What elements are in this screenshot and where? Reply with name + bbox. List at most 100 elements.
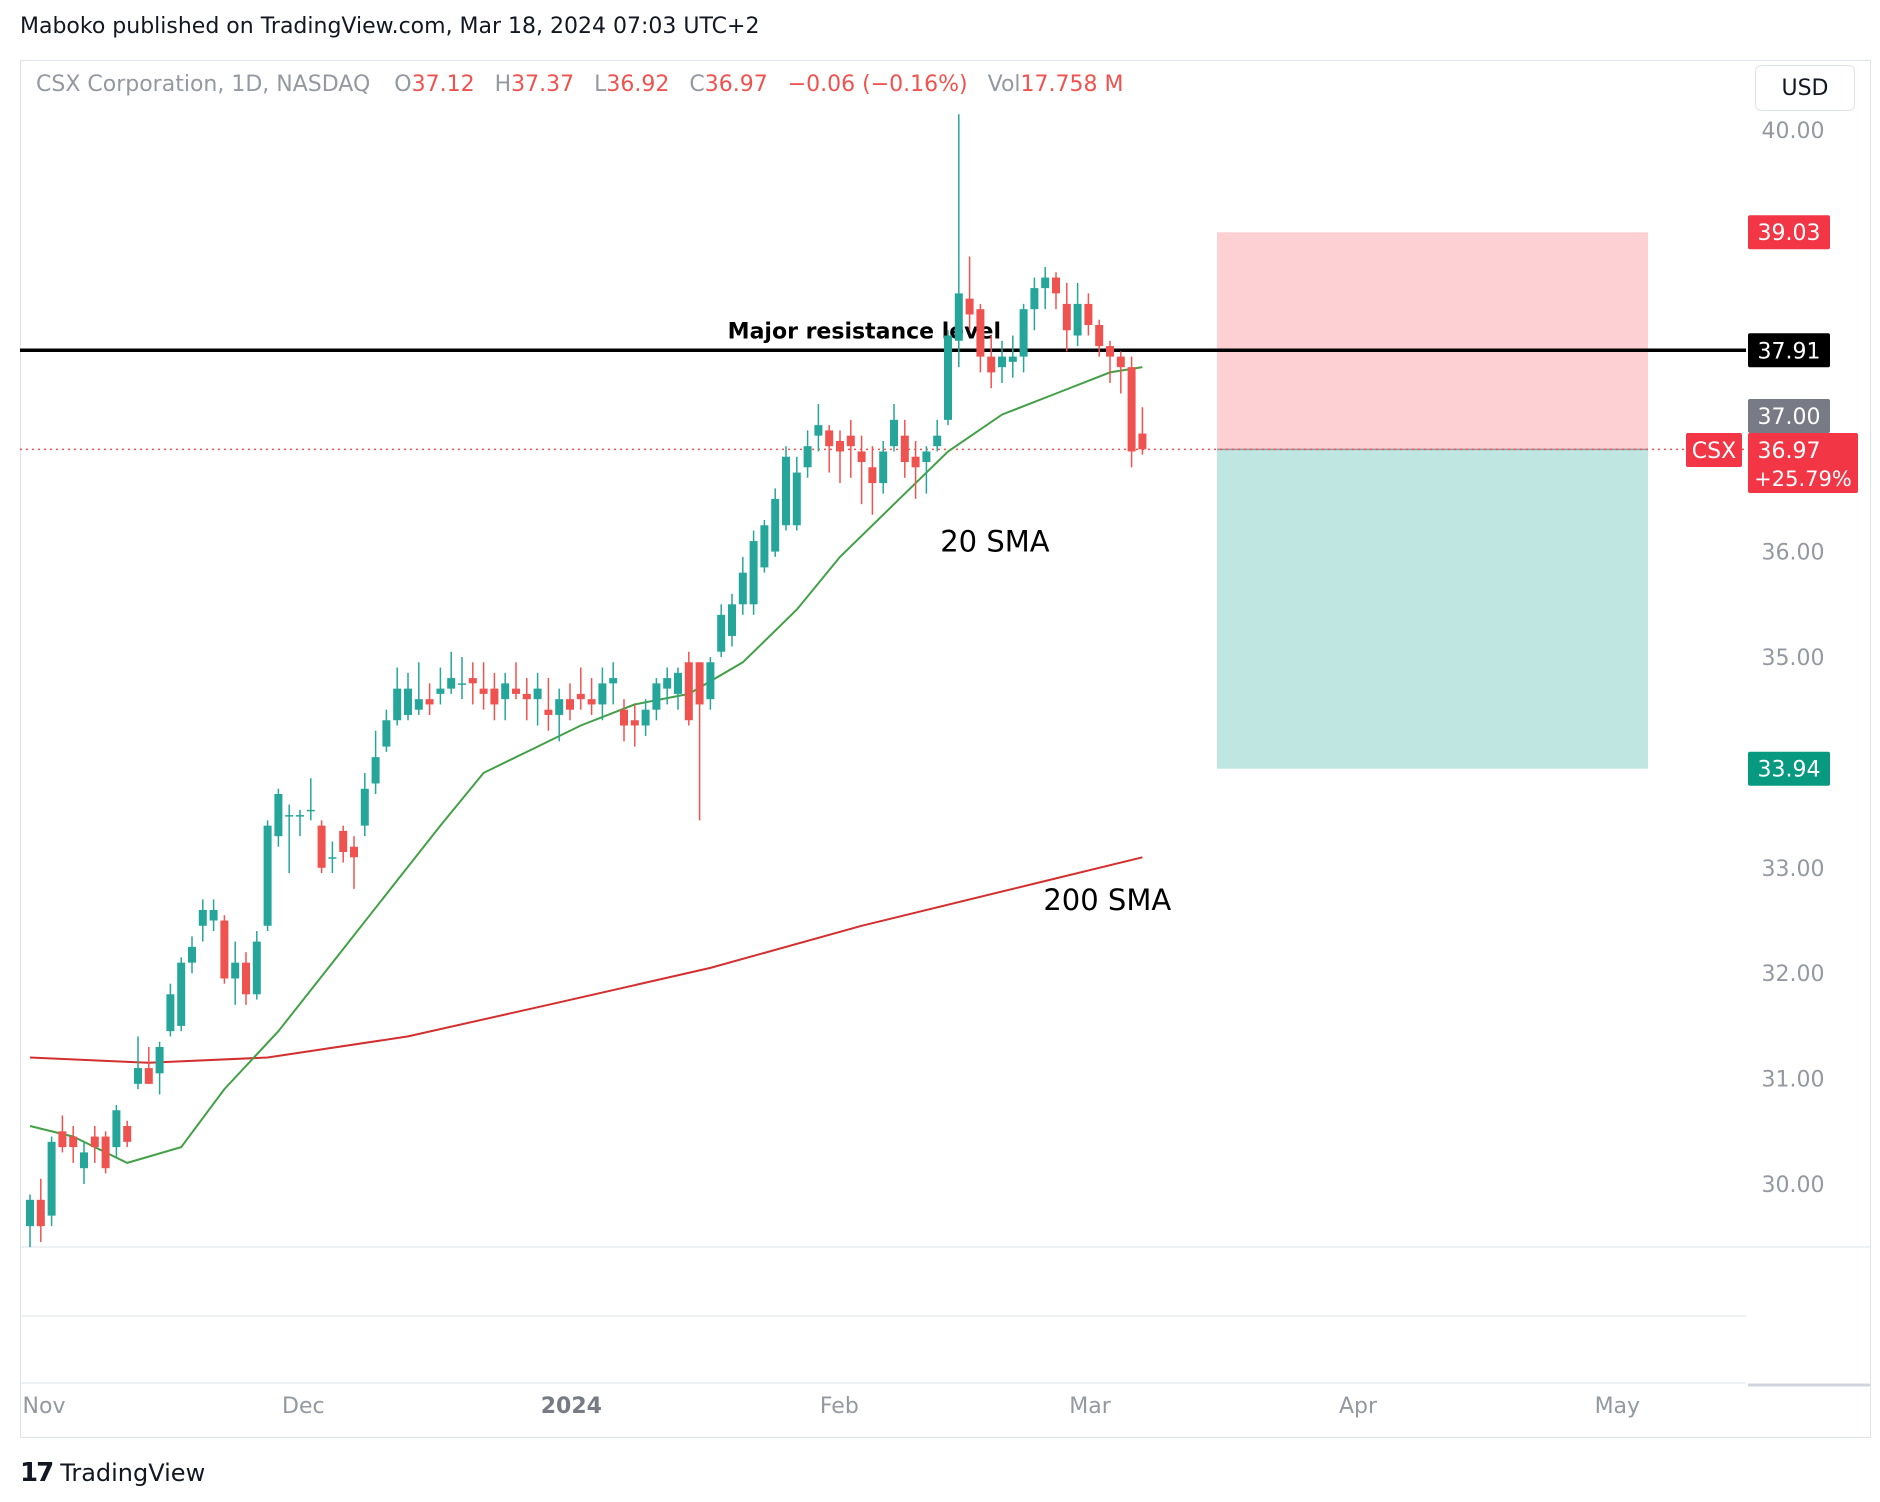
candle-body (468, 678, 477, 684)
candle-body (144, 1068, 153, 1084)
candle-body (242, 962, 250, 995)
candle (317, 820, 326, 874)
candle-body (80, 1152, 88, 1169)
candle (738, 556, 747, 615)
candle-body (274, 794, 283, 837)
candle (468, 662, 477, 705)
ohlc-legend: CSX Corporation, 1D, NASDAQ O37.12 H37.3… (36, 72, 1124, 97)
candle-body (598, 683, 607, 705)
candle-body (382, 720, 391, 747)
x-tick-label: 2024 (541, 1394, 602, 1419)
candle (576, 667, 585, 710)
candle-body (944, 335, 952, 420)
candle-body (717, 614, 726, 652)
candle-body (792, 472, 801, 526)
candle (533, 672, 542, 726)
candle-body (1062, 303, 1071, 331)
candle-body (317, 825, 326, 868)
candle (490, 672, 499, 721)
candle-body (112, 1110, 121, 1148)
candle-body (425, 699, 434, 705)
candle-body (339, 830, 348, 852)
legend-close-value: 36.97 (704, 72, 768, 97)
candle-body (306, 809, 315, 812)
candle-body (26, 1199, 34, 1227)
chart-annotation: 20 SMA (940, 525, 1050, 559)
legend-symbol[interactable]: CSX Corporation, 1D, NASDAQ (36, 72, 371, 97)
candle-body (393, 688, 402, 721)
y-tick-label: 36.00 (1762, 541, 1825, 566)
candle (641, 699, 650, 737)
candle-body (706, 662, 715, 700)
candle (1041, 267, 1050, 310)
x-tick-label: Nov (23, 1394, 66, 1419)
candle (954, 114, 963, 368)
candle-body (987, 356, 996, 373)
candle (26, 1194, 34, 1248)
candle (134, 1036, 142, 1090)
candle (846, 419, 855, 478)
candle-body (231, 962, 240, 979)
candle-body (846, 435, 855, 447)
candle (695, 662, 704, 821)
candle-body (728, 604, 736, 636)
candle-body (1073, 303, 1082, 336)
candle-body (252, 941, 261, 995)
candle-body (620, 709, 628, 726)
candle (263, 820, 272, 932)
candle (792, 456, 801, 531)
candle-body (922, 451, 931, 463)
candle-body (198, 909, 207, 926)
candle (414, 662, 423, 715)
candle (177, 957, 186, 1032)
candle (209, 899, 218, 932)
stop-price-label-bg (1748, 215, 1830, 250)
legend-high-label: H (494, 72, 512, 97)
candle (155, 1041, 164, 1095)
candle-body (782, 456, 790, 526)
candle-body (630, 720, 639, 726)
candle (166, 983, 175, 1037)
candle-body (360, 788, 369, 826)
candle (371, 730, 380, 795)
x-tick-label: Mar (1069, 1394, 1111, 1419)
legend-high-value: 37.37 (511, 72, 575, 97)
candle-body (414, 699, 423, 710)
candle-body (404, 688, 412, 715)
candle-body (814, 425, 823, 436)
candle-body (965, 298, 974, 315)
candle-body (544, 709, 553, 715)
candle (760, 519, 769, 573)
candle (1116, 351, 1125, 394)
candle (479, 662, 488, 710)
candle-body (900, 435, 909, 463)
candle (587, 678, 596, 715)
candle (814, 404, 823, 452)
prev-close-label: 37.00 (1758, 405, 1821, 430)
last-price-label: 36.97 (1758, 439, 1821, 464)
x-tick-label: Apr (1339, 1394, 1378, 1419)
candle-body (803, 446, 812, 468)
candle (1052, 272, 1060, 310)
candle-body (123, 1126, 132, 1142)
tradingview-footer: 17 TradingView (20, 1458, 205, 1488)
publisher-header: Maboko published on TradingView.com, Mar… (20, 14, 760, 39)
candle-body (1138, 433, 1147, 450)
legend-close-label: C (689, 72, 705, 97)
legend-open-label: O (394, 72, 412, 97)
candle (296, 809, 304, 837)
candle-body (512, 688, 520, 694)
candle (220, 915, 229, 984)
candle (749, 530, 758, 615)
candle (274, 788, 283, 847)
x-tick-label: Feb (820, 1394, 859, 1419)
candle-body (749, 541, 758, 605)
candle (101, 1131, 110, 1174)
candle (1095, 319, 1104, 357)
y-tick-label: 32.00 (1762, 962, 1825, 987)
candle (382, 709, 391, 752)
change-pct-label: +25.79% (1754, 467, 1852, 491)
currency-button[interactable]: USD (1755, 65, 1855, 111)
tradingview-logo-icon: 17 (20, 1458, 54, 1488)
